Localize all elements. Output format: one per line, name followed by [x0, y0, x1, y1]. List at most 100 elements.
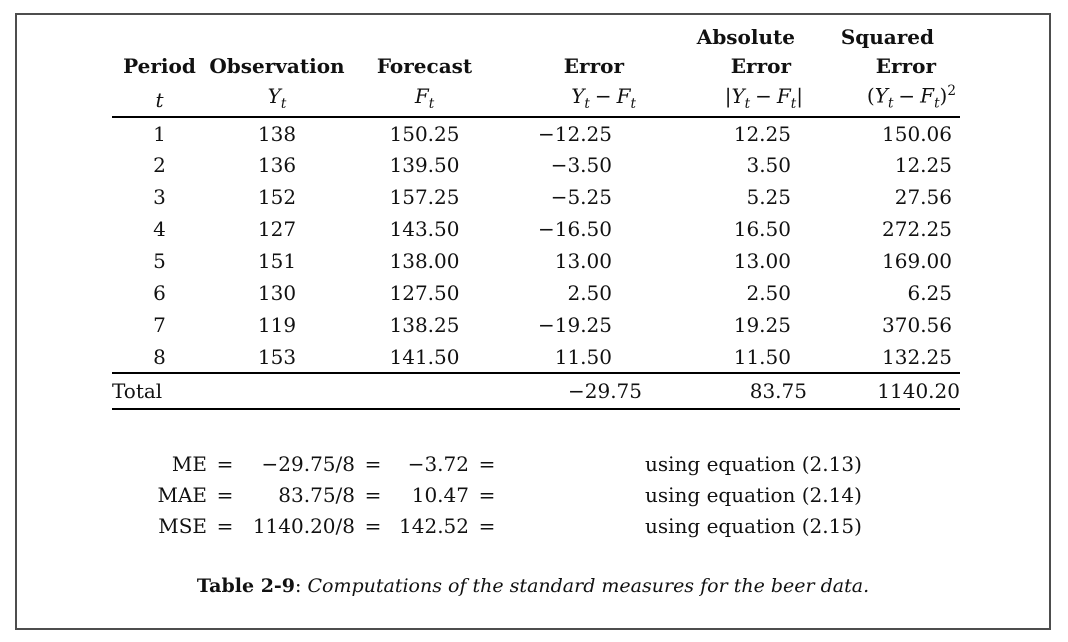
- total-label: Total: [112, 372, 502, 410]
- equation-note: using equation (2.14): [645, 483, 862, 507]
- header-cell-empty: [347, 23, 502, 51]
- cell-forecast: 139.50: [389, 153, 460, 177]
- document-frame: Absolute Squared Period Observation Fore…: [15, 13, 1051, 630]
- equals-sign: =: [364, 483, 382, 507]
- equals-sign: =: [364, 514, 382, 538]
- cell-period: 5: [153, 249, 166, 273]
- cell-forecast: 143.50: [389, 217, 460, 241]
- total-error: −29.75: [502, 372, 642, 410]
- equation-fraction: −29.75/8: [261, 452, 355, 476]
- equation-fraction: 1140.20/8: [252, 514, 355, 538]
- table-row: 6 130 127.50 2.50 2.50 6.25: [112, 277, 960, 309]
- equation-me: ME = −29.75/8 = −3.72 = using equation (…: [137, 452, 1049, 483]
- cell-period: 1: [153, 121, 166, 146]
- subheader-sq-error-formula: (Yt − Ft)2: [807, 81, 960, 118]
- table-caption: Table 2-9: Computations of the standard …: [17, 575, 1049, 597]
- table-row: 4 127 143.50 −16.50 16.50 272.25: [112, 213, 960, 245]
- cell-forecast: 138.00: [389, 249, 460, 273]
- equals-sign: =: [478, 514, 496, 538]
- equation-mae: MAE = 83.75/8 = 10.47 = using equation (…: [137, 483, 1049, 514]
- cell-sq-error: 370.56: [882, 313, 952, 337]
- equals-sign: =: [216, 452, 234, 476]
- subheader-t: t: [112, 81, 207, 118]
- equals-sign: =: [216, 514, 234, 538]
- cell-observation: 152: [257, 185, 297, 209]
- cell-period: 8: [153, 344, 166, 369]
- equations-block: ME = −29.75/8 = −3.72 = using equation (…: [137, 452, 1049, 545]
- cell-forecast: 127.50: [389, 281, 460, 305]
- table-row: 1 138 150.25 −12.25 12.25 150.06: [112, 117, 960, 149]
- cell-observation: 153: [257, 344, 297, 369]
- cell-error: 2.50: [567, 281, 612, 305]
- header-cell-forecast: Forecast: [376, 54, 473, 78]
- cell-abs-error: 13.00: [733, 249, 791, 273]
- cell-observation: 119: [257, 313, 297, 337]
- header-cell-empty: [502, 23, 642, 51]
- equation-note: using equation (2.13): [645, 452, 862, 476]
- cell-observation: 138: [257, 121, 297, 146]
- table-row: 2 136 139.50 −3.50 3.50 12.25: [112, 149, 960, 181]
- cell-abs-error: 2.50: [746, 281, 791, 305]
- header-cell-empty: [112, 23, 207, 51]
- equation-result: 10.47: [411, 483, 469, 507]
- total-sq-error: 1140.20: [807, 372, 960, 410]
- subheader-abs-error-formula: |Yt − Ft|: [642, 81, 807, 118]
- header-cell-absolute-error: Error: [730, 54, 791, 78]
- cell-forecast: 138.25: [389, 313, 460, 337]
- cell-period: 4: [153, 217, 166, 241]
- cell-sq-error: 27.56: [894, 185, 952, 209]
- equation-result: 142.52: [399, 514, 469, 538]
- header-row-main: Period Observation Forecast Error Error …: [112, 51, 960, 81]
- subheader-ft: Ft: [347, 81, 502, 118]
- cell-sq-error: 6.25: [907, 281, 952, 305]
- header-row-symbols: t Yt Ft Yt − Ft |Yt − Ft| (Yt − Ft)2: [112, 81, 960, 118]
- header-cell-squared-error: Error: [875, 54, 936, 78]
- cell-abs-error: 11.50: [733, 344, 791, 369]
- cell-forecast: 141.50: [389, 344, 460, 369]
- subheader-yt: Yt: [207, 81, 347, 118]
- equation-result: −3.72: [407, 452, 469, 476]
- cell-observation: 130: [257, 281, 297, 305]
- header-cell-observation: Observation: [209, 54, 345, 78]
- cell-error: −5.25: [550, 185, 612, 209]
- cell-error: −16.50: [537, 217, 612, 241]
- caption-label: Table 2-9: [196, 575, 296, 597]
- table-row: 8 153 141.50 11.50 11.50 132.25: [112, 341, 960, 373]
- cell-sq-error: 150.06: [882, 121, 952, 146]
- cell-period: 2: [153, 153, 166, 177]
- subheader-error-formula: Yt − Ft: [502, 81, 642, 118]
- total-row: Total −29.75 83.75 1140.20: [112, 372, 960, 410]
- cell-abs-error: 12.25: [733, 121, 791, 146]
- equals-sign: =: [478, 452, 496, 476]
- cell-period: 7: [153, 313, 166, 337]
- header-cell-absolute: Absolute: [696, 25, 795, 49]
- cell-abs-error: 3.50: [746, 153, 791, 177]
- cell-period: 6: [153, 281, 166, 305]
- header-cell-empty: [207, 23, 347, 51]
- cell-sq-error: 272.25: [882, 217, 952, 241]
- caption-separator: :: [295, 575, 308, 597]
- equation-mse: MSE = 1140.20/8 = 142.52 = using equatio…: [137, 514, 1049, 545]
- cell-forecast: 150.25: [389, 121, 460, 146]
- cell-abs-error: 5.25: [746, 185, 791, 209]
- cell-observation: 151: [257, 249, 297, 273]
- cell-abs-error: 16.50: [733, 217, 791, 241]
- equals-sign: =: [364, 452, 382, 476]
- equation-label: ME: [171, 452, 207, 476]
- cell-sq-error: 132.25: [882, 344, 952, 369]
- equals-sign: =: [478, 483, 496, 507]
- header-cell-error: Error: [563, 54, 624, 78]
- header-cell-period: Period: [123, 54, 196, 78]
- cell-observation: 136: [257, 153, 297, 177]
- cell-observation: 127: [257, 217, 297, 241]
- cell-period: 3: [153, 185, 166, 209]
- table-row: 7 119 138.25 −19.25 19.25 370.56: [112, 309, 960, 341]
- equation-fraction: 83.75/8: [278, 483, 355, 507]
- measures-table: Absolute Squared Period Observation Fore…: [112, 23, 960, 410]
- table-row: 5 151 138.00 13.00 13.00 169.00: [112, 245, 960, 277]
- cell-sq-error: 169.00: [882, 249, 952, 273]
- cell-error: −12.25: [537, 121, 612, 146]
- cell-error: −3.50: [550, 153, 612, 177]
- cell-error: 13.00: [554, 249, 612, 273]
- cell-forecast: 157.25: [389, 185, 460, 209]
